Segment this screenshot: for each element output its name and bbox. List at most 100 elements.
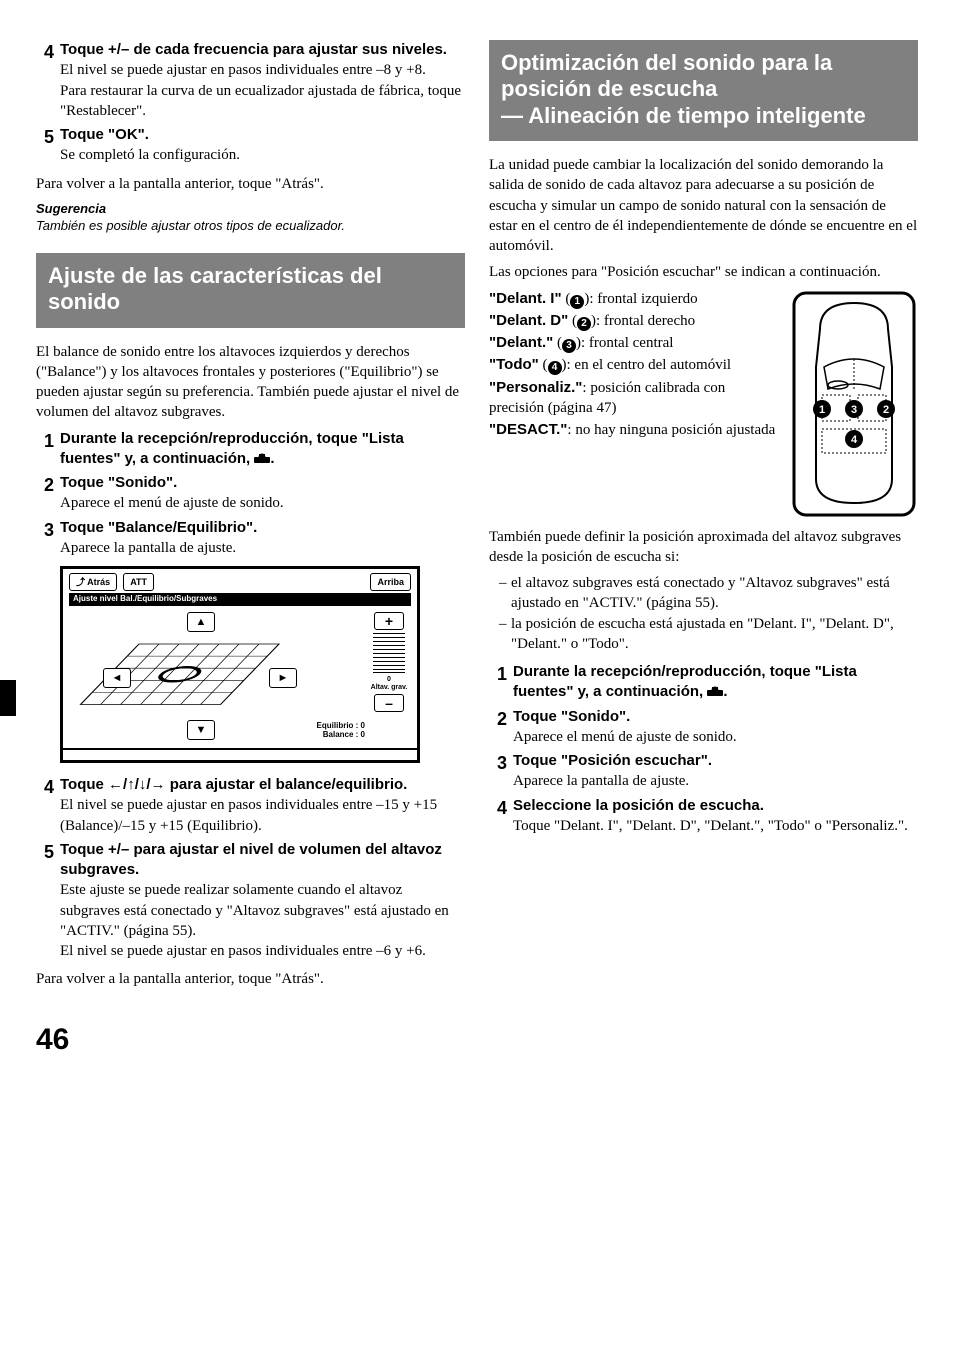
pos-label: "Personaliz." xyxy=(489,379,582,396)
step-lead: Toque "Balance/Equilibrio". xyxy=(60,518,465,538)
pos-label: "Delant. I" xyxy=(489,290,562,307)
step-detail: Para restaurar la curva de un ecualizado… xyxy=(60,81,465,122)
arrow-down-button[interactable]: ▼ xyxy=(187,720,215,740)
bal-step-4: 4 Toque ←/↑/↓/→ para ajustar el balance/… xyxy=(36,775,465,836)
position-row: "Delant." (3): frontal central xyxy=(489,333,780,353)
subwoofer-note: También puede definir la posición aproxi… xyxy=(489,527,918,568)
positions-block: "Delant. I" (1): frontal izquierdo "Dela… xyxy=(489,289,918,519)
section-intro: La unidad puede cambiar la localización … xyxy=(489,155,918,256)
step-lead: Toque +/– de cada frecuencia para ajusta… xyxy=(60,40,465,60)
att-button[interactable]: ATT xyxy=(123,573,154,591)
balance-readout: Equilibrio : 0 Balance : 0 xyxy=(317,721,365,740)
back-label: Atrás xyxy=(87,577,110,587)
step-detail: El nivel se puede ajustar en pasos indiv… xyxy=(60,795,465,836)
step-lead: Toque "Sonido". xyxy=(60,473,465,493)
step-number: 4 xyxy=(36,40,60,121)
step-number: 5 xyxy=(36,125,60,166)
two-column-layout: 4 Toque +/– de cada frecuencia para ajus… xyxy=(36,40,918,996)
right-column: Optimización del sonido para la posición… xyxy=(489,40,918,996)
back-note: Para volver a la pantalla anterior, toqu… xyxy=(36,174,465,194)
step-number: 4 xyxy=(489,796,513,837)
shot-body: ▲ ▼ ◄ ► Equilibrio : 0 Balance : 0 + xyxy=(63,606,417,748)
sub-minus-button[interactable]: – xyxy=(374,694,404,712)
svg-text:3: 3 xyxy=(851,404,857,416)
step-number: 1 xyxy=(489,662,513,703)
tip-body: También es posible ajustar otros tipos d… xyxy=(36,217,465,235)
step-lead-pre: Toque xyxy=(60,776,108,793)
bal-step-3: 3 Toque "Balance/Equilibrio". Aparece la… xyxy=(36,518,465,559)
svg-text:2: 2 xyxy=(883,404,889,416)
pos-label: "DESACT." xyxy=(489,421,567,438)
eq-step-5: 5 Toque "OK". Se completó la configuraci… xyxy=(36,125,465,166)
tip-label: Sugerencia xyxy=(36,200,465,218)
side-tab xyxy=(0,680,16,716)
step-number: 3 xyxy=(36,518,60,559)
step-lead: Durante la recepción/reproducción, toque… xyxy=(60,430,404,467)
bal-step-2: 2 Toque "Sonido". Aparece el menú de aju… xyxy=(36,473,465,514)
step-detail: Se completó la configuración. xyxy=(60,145,465,165)
position-row: "DESACT.": no hay ninguna posición ajust… xyxy=(489,420,780,440)
step-detail: El nivel se puede ajustar en pasos indiv… xyxy=(60,60,465,80)
step-detail: Aparece el menú de ajuste de sonido. xyxy=(513,727,918,747)
step-lead: Toque +/– para ajustar el nivel de volum… xyxy=(60,840,465,881)
left-column: 4 Toque +/– de cada frecuencia para ajus… xyxy=(36,40,465,996)
settings-icon xyxy=(707,686,723,697)
step-number: 5 xyxy=(36,840,60,962)
pos-label: "Todo" xyxy=(489,356,539,373)
position-row: "Delant. I" (1): frontal izquierdo xyxy=(489,289,780,309)
options-intro: Las opciones para "Posición escuchar" se… xyxy=(489,262,918,282)
step-lead: Toque "Sonido". xyxy=(513,707,918,727)
circled-3-icon: 3 xyxy=(562,339,576,353)
pos-label: "Delant." xyxy=(489,334,553,351)
arrow-up-button[interactable]: ▲ xyxy=(187,612,215,632)
step-detail: Toque "Delant. I", "Delant. D", "Delant.… xyxy=(513,816,918,836)
step-number: 1 xyxy=(36,429,60,470)
arrow-right-button[interactable]: ► xyxy=(269,668,297,688)
shot-toolbar: ⤴ Atrás ATT Arriba xyxy=(63,569,417,593)
subwoofer-slider: + 0Altav. grav. – xyxy=(367,612,411,742)
step-detail: Aparece el menú de ajuste de sonido. xyxy=(60,493,465,513)
circled-2-icon: 2 xyxy=(577,317,591,331)
sub-level-bars xyxy=(373,633,405,673)
bal-step-5: 5 Toque +/– para ajustar el nivel de vol… xyxy=(36,840,465,962)
pos-step-4: 4 Seleccione la posición de escucha. Toq… xyxy=(489,796,918,837)
pos-desc: : no hay ninguna posición ajustada xyxy=(567,422,775,438)
item-text: la posición de escucha está ajustada en … xyxy=(511,614,918,655)
arrow-glyphs: ←/↑/↓/→ xyxy=(108,776,166,793)
bal-value: Balance : 0 xyxy=(317,730,365,740)
pos-step-2: 2 Toque "Sonido". Aparece el menú de aju… xyxy=(489,707,918,748)
car-diagram: 1324 xyxy=(790,289,918,519)
position-row: "Personaliz.": posición calibrada con pr… xyxy=(489,378,780,419)
step-lead: Toque "Posición escuchar". xyxy=(513,751,918,771)
sub-plus-button[interactable]: + xyxy=(374,612,404,630)
step-lead: Toque "OK". xyxy=(60,125,465,145)
eq-step-4: 4 Toque +/– de cada frecuencia para ajus… xyxy=(36,40,465,121)
arrow-left-button[interactable]: ◄ xyxy=(103,668,131,688)
step-lead-end: . xyxy=(723,683,727,700)
svg-text:4: 4 xyxy=(851,434,858,446)
list-item: –el altavoz subgraves está conectado y "… xyxy=(499,573,918,614)
page-number: 46 xyxy=(36,1020,918,1061)
step-number: 2 xyxy=(489,707,513,748)
condition-list: –el altavoz subgraves está conectado y "… xyxy=(499,573,918,654)
top-button[interactable]: Arriba xyxy=(370,573,411,591)
pos-desc: : frontal central xyxy=(581,335,673,351)
list-item: –la posición de escucha está ajustada en… xyxy=(499,614,918,655)
positions-text: "Delant. I" (1): frontal izquierdo "Dela… xyxy=(489,289,780,519)
sub-label: 0Altav. grav. xyxy=(371,676,408,691)
circled-1-icon: 1 xyxy=(570,295,584,309)
pos-desc: : en el centro del automóvil xyxy=(567,357,732,373)
section-intro: El balance de sonido entre los altavoces… xyxy=(36,342,465,423)
step-lead: Durante la recepción/reproducción, toque… xyxy=(513,663,857,700)
pos-step-1: 1 Durante la recepción/reproducción, toq… xyxy=(489,662,918,703)
settings-icon xyxy=(254,453,270,464)
pos-desc: : frontal derecho xyxy=(596,313,695,329)
step-detail: Este ajuste se puede realizar solamente … xyxy=(60,880,465,941)
back-button[interactable]: ⤴ Atrás xyxy=(69,573,117,591)
heading-line-1: Optimización del sonido para la posición… xyxy=(501,50,906,103)
position-row: "Todo" (4): en el centro del automóvil xyxy=(489,355,780,375)
step-lead-end: . xyxy=(270,450,274,467)
position-row: "Delant. D" (2): frontal derecho xyxy=(489,311,780,331)
section-heading: Optimización del sonido para la posición… xyxy=(489,40,918,141)
shot-subtitle: Ajuste nivel Bal./Equilibrio/Subgraves xyxy=(69,593,411,606)
